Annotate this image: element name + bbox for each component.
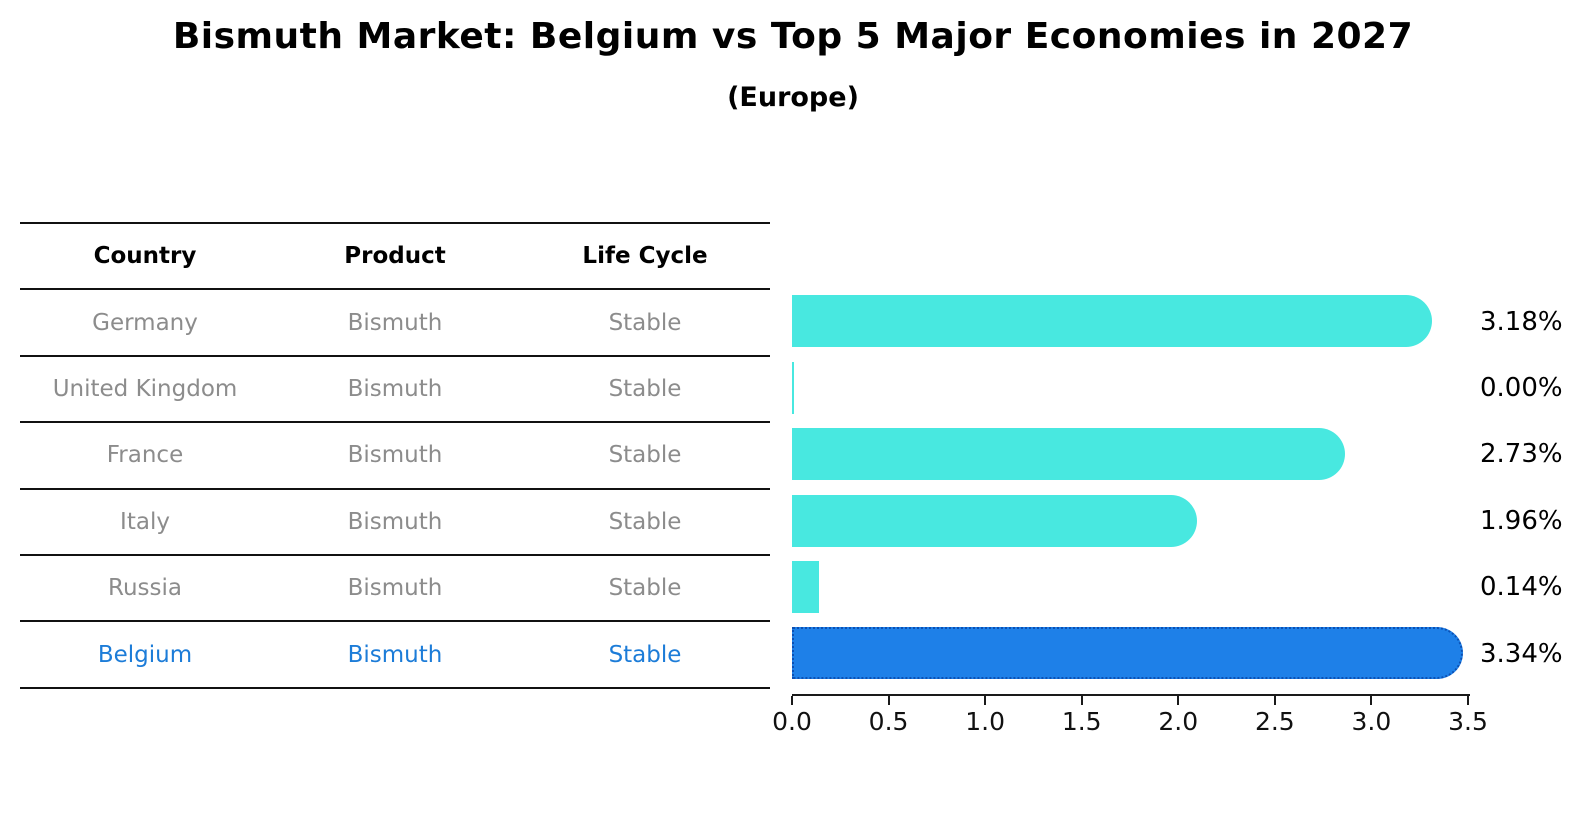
table-header-cell: Product xyxy=(344,243,446,270)
bar-germany xyxy=(792,295,1433,348)
x-axis-tick-label: 1.0 xyxy=(965,707,1006,736)
table-cell-life-cycle: Stable xyxy=(608,309,682,336)
table-cell-product: Bismuth xyxy=(347,508,443,535)
x-axis-tick-label: 2.5 xyxy=(1254,707,1295,736)
bar-value-label: 0.00% xyxy=(1480,372,1563,403)
x-axis-tick xyxy=(1370,696,1373,705)
bar-row: 3.18% xyxy=(792,288,1586,354)
bar-row: 3.34% xyxy=(792,620,1586,686)
bar-row: 2.73% xyxy=(792,421,1586,487)
bar-row: 0.00% xyxy=(792,355,1586,421)
table-cell-product: Bismuth xyxy=(347,641,443,668)
bar-united-kingdom xyxy=(792,361,794,414)
bar-value-label: 0.14% xyxy=(1480,572,1563,603)
table-cell-life-cycle: Stable xyxy=(608,442,682,469)
bar-belgium xyxy=(792,627,1464,680)
bar-value-label: 3.34% xyxy=(1480,638,1563,669)
table-row: France Bismuth Stable xyxy=(20,423,770,490)
table-cell-country: Belgium xyxy=(97,641,193,668)
bar-row: 0.14% xyxy=(792,554,1586,620)
table-header-row: Country Product Life Cycle xyxy=(20,224,770,291)
x-axis-tick xyxy=(1080,696,1083,705)
x-axis-tick xyxy=(1177,696,1180,705)
table-header-cell: Life Cycle xyxy=(582,243,708,270)
bar-value-label: 2.73% xyxy=(1480,439,1563,470)
table-cell-product: Bismuth xyxy=(347,309,443,336)
x-axis-line xyxy=(792,694,1470,696)
table-cell-country: France xyxy=(106,442,184,469)
bar-italy xyxy=(792,494,1197,547)
country-table: Country Product Life Cycle Germany Bismuth S… xyxy=(20,222,770,689)
x-axis-tick-label: 3.0 xyxy=(1351,707,1392,736)
x-axis-tick-label: 0.0 xyxy=(772,707,812,736)
table-row: Germany Bismuth Stable xyxy=(20,290,770,357)
table-row: Belgium Bismuth Stable xyxy=(20,622,770,689)
x-axis-tick xyxy=(791,696,793,705)
table-cell-product: Bismuth xyxy=(347,575,443,602)
bar-value-label: 1.96% xyxy=(1480,505,1563,536)
table-row: Italy Bismuth Stable xyxy=(20,490,770,556)
table-body: Germany Bismuth Stable United Kingdom Bismut… xyxy=(20,290,770,689)
bar-chart: 3.18% 0.00% 2.73% 1.96% 0.14% 3.34% xyxy=(792,288,1586,686)
x-axis-tick-label: 3.5 xyxy=(1448,707,1488,736)
table-cell-life-cycle: Stable xyxy=(608,375,682,402)
bar-russia xyxy=(792,560,820,613)
table-cell-country: United Kingdom xyxy=(52,375,238,402)
x-axis-tick-label: 2.0 xyxy=(1158,707,1199,736)
table-row: Russia Bismuth Stable xyxy=(20,556,770,623)
x-axis-tick-label: 1.5 xyxy=(1061,707,1102,736)
x-axis-tick xyxy=(1273,696,1276,705)
page-subtitle: (Europe) xyxy=(727,82,859,113)
table-cell-country: Russia xyxy=(108,575,182,602)
table-row: United Kingdom Bismuth Stable xyxy=(20,357,770,424)
bar-france xyxy=(792,428,1346,481)
x-axis-tick xyxy=(1467,696,1469,705)
table-cell-country: Italy xyxy=(120,508,170,535)
page-title: Bismuth Market: Belgium vs Top 5 Major E… xyxy=(172,16,1414,57)
x-axis-tick xyxy=(984,696,987,705)
table-cell-country: Germany xyxy=(92,309,198,336)
table-cell-product: Bismuth xyxy=(347,375,443,402)
bar-row: 1.96% xyxy=(792,488,1586,554)
table-cell-life-cycle: Stable xyxy=(608,641,682,668)
table-header-cell: Country xyxy=(93,243,197,270)
table-cell-product: Bismuth xyxy=(347,442,443,469)
bar-value-label: 3.18% xyxy=(1480,306,1563,337)
x-axis-tick-label: 0.5 xyxy=(868,707,909,736)
table-cell-life-cycle: Stable xyxy=(608,508,682,535)
x-axis-tick xyxy=(887,696,890,705)
table-cell-life-cycle: Stable xyxy=(608,575,682,602)
